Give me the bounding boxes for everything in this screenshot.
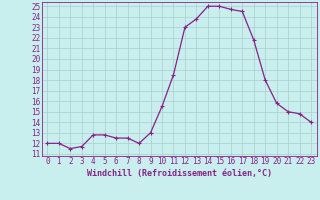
X-axis label: Windchill (Refroidissement éolien,°C): Windchill (Refroidissement éolien,°C) xyxy=(87,169,272,178)
